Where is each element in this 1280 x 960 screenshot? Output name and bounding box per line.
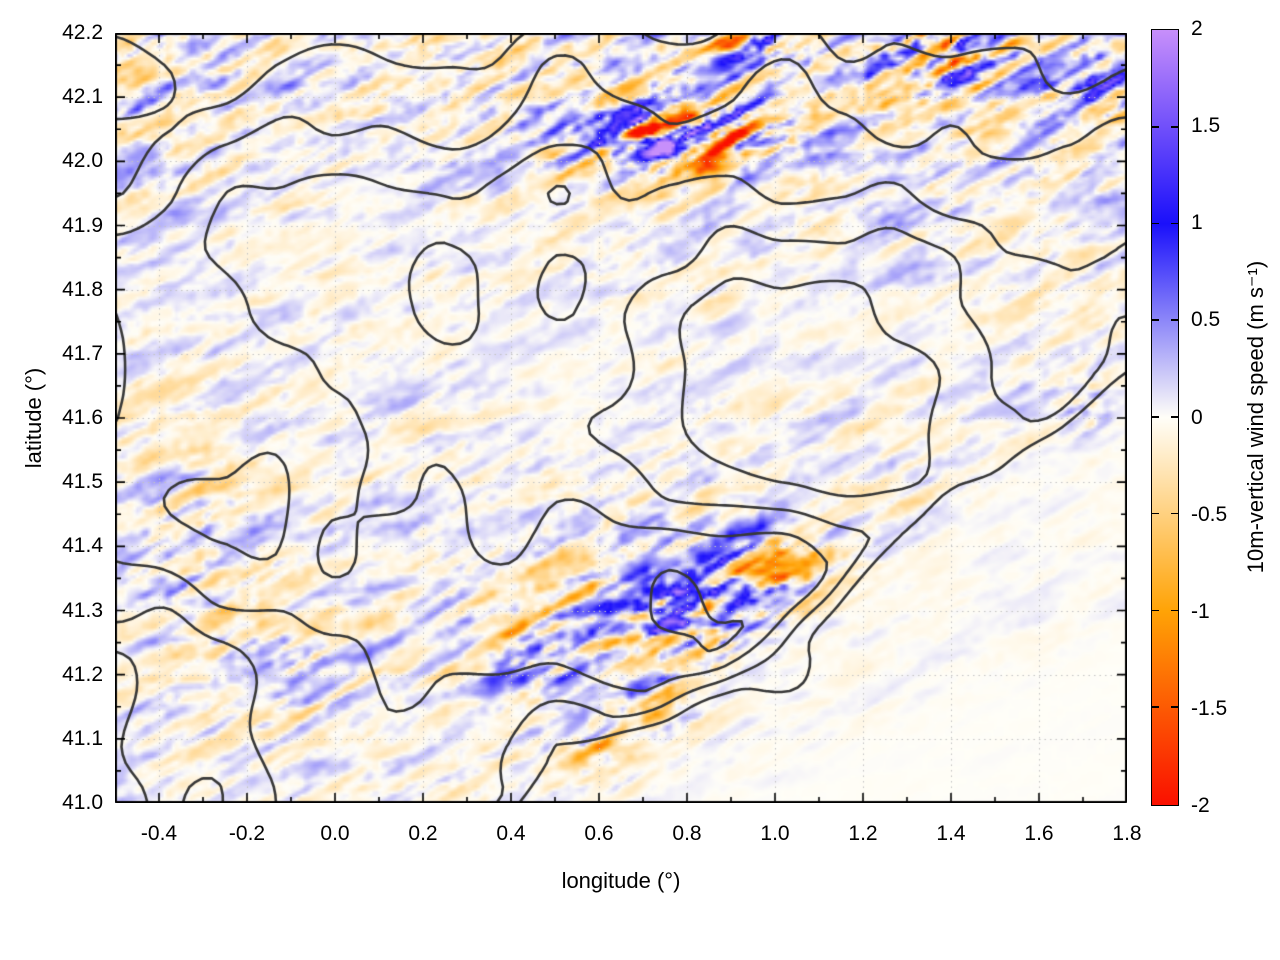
y-tick-label: 41.6 — [62, 406, 103, 429]
colorbar — [1151, 29, 1179, 806]
colorbar-tick — [1152, 512, 1159, 515]
colorbar-tick — [1171, 512, 1178, 515]
y-tick-label: 41.7 — [62, 341, 103, 365]
y-tick-label: 41.3 — [62, 598, 103, 622]
colorbar-tick-label: -1 — [1191, 599, 1210, 623]
heatmap-plot-canvas — [115, 33, 1127, 803]
y-tick-label: 42.1 — [62, 85, 103, 109]
y-tick-label: 41.8 — [62, 277, 103, 301]
x-tick-label: 0.6 — [584, 822, 614, 845]
colorbar-tick-label: 1 — [1191, 211, 1203, 235]
y-tick-label: 42.2 — [62, 21, 103, 44]
colorbar-tick — [1152, 125, 1159, 128]
y-tick-label: 41.5 — [62, 470, 103, 494]
y-tick-label: 41.2 — [62, 662, 103, 686]
colorbar-tick — [1171, 706, 1178, 708]
colorbar-tick-label: 0 — [1191, 405, 1203, 429]
x-tick-label: 0.2 — [408, 822, 438, 845]
colorbar-tick — [1171, 609, 1178, 612]
colorbar-tick — [1171, 125, 1178, 128]
y-tick-label: 41.1 — [62, 726, 103, 750]
colorbar-tick — [1152, 319, 1159, 321]
colorbar-tick — [1171, 416, 1178, 418]
x-tick-label: 0.8 — [672, 822, 702, 845]
y-tick-label: 42.0 — [62, 149, 103, 173]
x-tick-label: 0.4 — [496, 822, 526, 845]
colorbar-tick-label: 1.5 — [1191, 114, 1221, 138]
x-tick-label: 1.8 — [1112, 822, 1142, 845]
colorbar-tick — [1171, 222, 1178, 225]
x-tick-label: -0.2 — [228, 822, 266, 845]
colorbar-title: 10m-vertical wind speed (m s⁻¹) — [1243, 260, 1268, 574]
x-tick-label: 1.6 — [1024, 822, 1054, 845]
y-tick-label: 41.4 — [62, 534, 103, 558]
y-tick-label: 41.0 — [62, 791, 103, 814]
x-tick-label: 1.4 — [936, 822, 966, 845]
colorbar-tick-label: -2 — [1191, 794, 1210, 817]
colorbar-tick — [1171, 319, 1178, 321]
colorbar-tick — [1152, 416, 1159, 418]
colorbar-tick — [1152, 609, 1159, 612]
colorbar-tick-label: 0.5 — [1191, 308, 1221, 332]
colorbar-tick-label: 2 — [1191, 17, 1203, 40]
x-tick-label: 1.2 — [848, 822, 878, 845]
x-tick-label: -0.4 — [140, 822, 178, 845]
colorbar-tick-label: -1.5 — [1191, 696, 1228, 720]
y-tick-label: 41.9 — [62, 213, 103, 237]
colorbar-tick — [1152, 222, 1159, 225]
colorbar-tick-label: -0.5 — [1191, 502, 1228, 526]
x-tick-label: 0.0 — [320, 822, 350, 845]
x-axis-title: longitude (°) — [561, 868, 681, 893]
colorbar-tick — [1152, 706, 1159, 708]
x-tick-label: 1.0 — [760, 822, 790, 845]
